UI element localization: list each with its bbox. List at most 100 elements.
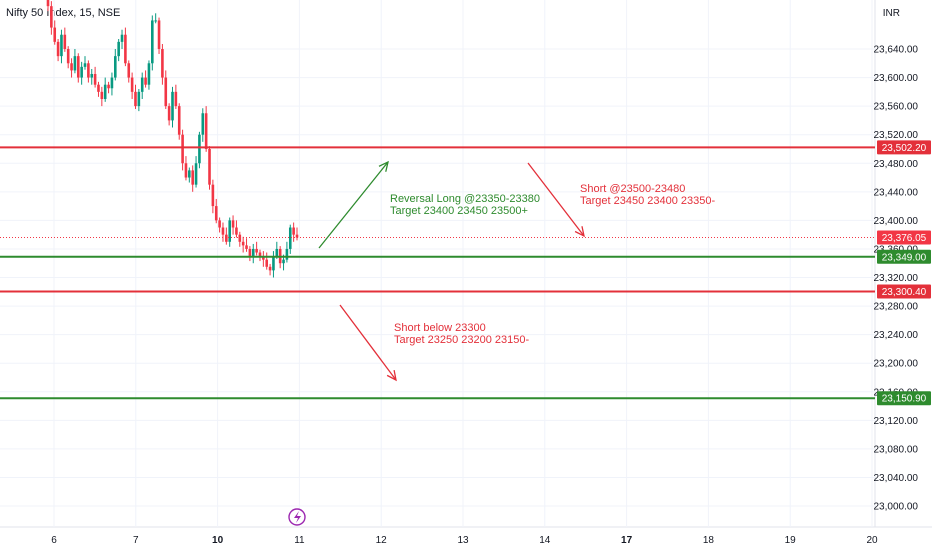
annotation-line-2[interactable]: Target 23400 23450 23500+: [390, 205, 528, 217]
annotation-line-2[interactable]: Target 23450 23400 23350-: [580, 195, 716, 207]
y-tick-label: 23,560.00: [874, 102, 919, 113]
candle-body: [140, 77, 144, 92]
last-price-badge: 23,376.05: [882, 233, 927, 244]
candle-body: [50, 6, 53, 28]
annotation-line-2[interactable]: Target 23250 23200 23150-: [394, 334, 530, 346]
candle-body: [265, 259, 269, 267]
y-tick-label: 23,400.00: [874, 216, 919, 227]
level-price-badge-bg: [877, 391, 931, 406]
candle-body: [221, 227, 225, 235]
x-tick-label: 18: [703, 535, 715, 546]
y-tick-label: 23,000.00: [874, 502, 919, 513]
trend-arrow[interactable]: [527, 162, 585, 237]
candle-body: [83, 63, 87, 67]
candle-body: [198, 134, 201, 164]
y-tick-label: 23,280.00: [874, 302, 919, 313]
candle-body: [191, 170, 194, 185]
candle-body: [87, 63, 90, 78]
y-tick-label: 23,480.00: [874, 159, 919, 170]
candle-body: [127, 63, 131, 78]
candle-body: [204, 113, 208, 149]
y-tick-label: 23,600.00: [874, 73, 919, 84]
candle-body: [117, 41, 120, 57]
candle-body: [110, 77, 114, 89]
candle-body: [164, 77, 168, 107]
candle-body: [161, 49, 164, 78]
candle-body: [113, 56, 117, 78]
y-tick-label: 23,200.00: [874, 359, 919, 370]
candle-body: [208, 148, 211, 185]
candle-body: [241, 241, 245, 246]
candle-body: [218, 220, 221, 228]
y-tick-label: 23,080.00: [874, 444, 919, 455]
candle-body: [201, 113, 205, 135]
candle-body: [73, 56, 77, 71]
arrow-head: [574, 226, 585, 238]
candle-body: [97, 84, 100, 92]
candle-body: [167, 106, 171, 121]
x-tick-label: 17: [621, 535, 633, 546]
y-tick-label: 23,120.00: [874, 416, 919, 427]
candle-body: [46, 0, 50, 7]
candle-body: [134, 91, 137, 107]
candle-body: [188, 170, 191, 178]
candle-body: [56, 41, 60, 57]
candle-body: [214, 206, 218, 221]
candle-body: [181, 134, 184, 164]
candle-body: [60, 34, 63, 57]
candle-body: [238, 234, 242, 242]
candle-body: [137, 91, 141, 107]
candle-body: [80, 66, 83, 78]
y-tick-label: 23,240.00: [874, 330, 919, 341]
arrow-head: [378, 160, 389, 172]
candle-body: [225, 234, 228, 242]
candle-body: [171, 91, 174, 121]
y-tick-label: 23,640.00: [874, 45, 919, 56]
trend-arrow[interactable]: [318, 161, 389, 249]
candle-body: [103, 84, 107, 99]
level-price-badge: 23,502.20: [882, 143, 927, 154]
candle-body: [292, 227, 295, 235]
candle-body: [184, 163, 188, 178]
candle-body: [147, 63, 151, 85]
x-tick-label: 13: [457, 535, 469, 546]
level-price-badge: 23,349.00: [882, 252, 927, 263]
candle-body: [211, 184, 215, 207]
candle-body: [282, 259, 285, 264]
candle-body: [268, 266, 272, 271]
candle-body: [124, 34, 127, 64]
trend-arrow[interactable]: [339, 304, 397, 381]
annotation-line-1[interactable]: Short below 23300: [394, 322, 486, 334]
last-price-badge-bg: [877, 230, 931, 245]
candle-body: [228, 220, 232, 242]
candle-body: [258, 252, 262, 257]
arrow-head: [386, 370, 397, 382]
annotation-line-1[interactable]: Short @23500-23480: [580, 183, 685, 195]
candle-body: [288, 227, 292, 249]
chart-symbol-title[interactable]: Nifty 50 Index, 15, NSE: [6, 7, 121, 19]
candle-body: [248, 248, 252, 257]
candle-body: [53, 27, 57, 42]
x-tick-label: 19: [785, 535, 797, 546]
annotation-line-1[interactable]: Reversal Long @23350-23380: [390, 193, 540, 205]
x-tick-label: 14: [539, 535, 551, 546]
level-price-badge-bg: [877, 284, 931, 299]
candle-body: [275, 248, 279, 257]
candle-body: [63, 34, 67, 49]
x-tick-label: 20: [866, 535, 878, 546]
x-tick-label: 12: [376, 535, 388, 546]
candle-body: [255, 248, 258, 253]
level-price-badge-bg: [877, 140, 931, 155]
x-tick-label: 6: [51, 535, 57, 546]
candle-body: [272, 256, 275, 271]
candle-body: [107, 84, 110, 89]
event-flash-icon[interactable]: [288, 508, 306, 526]
candle-body: [245, 245, 248, 249]
x-tick-label: 7: [133, 535, 139, 546]
x-tick-label: 10: [212, 535, 224, 546]
candle-body: [157, 20, 161, 49]
level-price-badge-bg: [877, 249, 931, 264]
candle-body: [285, 248, 289, 260]
candle-body: [154, 20, 157, 22]
